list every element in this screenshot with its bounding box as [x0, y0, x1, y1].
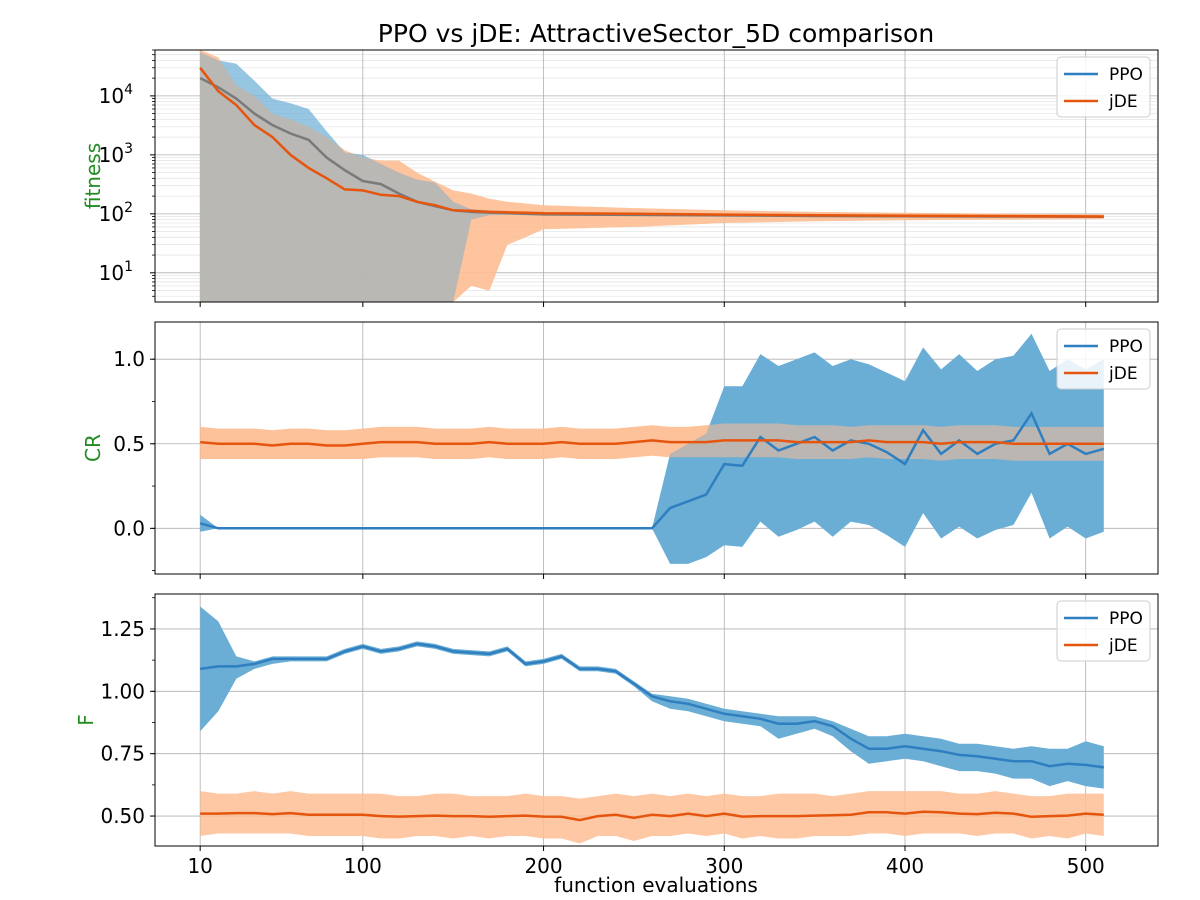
- x-tick-label: 500: [1067, 854, 1105, 878]
- y-tick-label: 0.50: [100, 804, 145, 828]
- jde-band-overlay: [200, 423, 1104, 461]
- y-tick-label: 102: [99, 200, 133, 226]
- panels-group: 101 102 103 104 fitness PPO jDE 0.0 0.5 1.0 CR PPO j…: [74, 49, 1159, 878]
- ppo-line: [199, 410, 1105, 530]
- legend: PPO jDE: [1056, 56, 1151, 118]
- axes-frame: [154, 321, 1159, 575]
- x-tick-label: 200: [524, 854, 562, 878]
- axes-frame: [154, 593, 1159, 847]
- ppo-band: [200, 52, 1104, 302]
- legend: PPO jDE: [1056, 328, 1151, 390]
- legend-label-jde: jDE: [1108, 636, 1138, 656]
- plot-area: [199, 333, 1105, 564]
- legend-label-jde: jDE: [1108, 92, 1138, 112]
- panel-f: 10 100 200 300 400 500 0.50 0.75 1.00 1.25 F PPO jDE: [74, 593, 1159, 878]
- y-tick-label: 1.25: [100, 617, 145, 641]
- y-tick-label: 101: [99, 259, 133, 285]
- legend: PPO jDE: [1056, 600, 1151, 662]
- y-axis-label: fitness: [81, 143, 105, 209]
- jde-line: [200, 439, 1104, 447]
- legend-label-ppo: PPO: [1109, 65, 1143, 85]
- y-tick-label: 103: [99, 141, 133, 167]
- ppo-line: [200, 642, 1104, 769]
- plot-area: [200, 606, 1104, 844]
- y-tick-label: 1.00: [100, 679, 145, 703]
- jde-line: [200, 810, 1104, 822]
- legend-label-jde: jDE: [1108, 364, 1138, 384]
- y-tick-label: 0.5: [113, 432, 145, 456]
- panel-cr: 0.0 0.5 1.0 CR PPO jDE: [81, 321, 1159, 579]
- jde-band: [200, 791, 1104, 844]
- jde-line: [199, 67, 1104, 218]
- legend-label-ppo: PPO: [1109, 609, 1143, 629]
- x-tick-label: 300: [705, 854, 743, 878]
- x-tick-label: 400: [886, 854, 924, 878]
- y-tick-label: 1.0: [113, 347, 145, 371]
- y-axis-label: F: [74, 714, 98, 726]
- y-tick-label: 0.75: [100, 742, 145, 766]
- panel-fitness: 101 102 103 104 fitness PPO jDE: [81, 49, 1159, 307]
- x-axis-label: function evaluations: [554, 873, 758, 897]
- plot-area: [199, 50, 1104, 302]
- y-axis-label: CR: [81, 434, 105, 462]
- x-tick-label: 10: [187, 854, 212, 878]
- ppo-band: [200, 333, 1104, 564]
- y-tick-label: 104: [99, 82, 133, 108]
- x-tick-label: 100: [344, 854, 382, 878]
- y-tick-label: 0.0: [113, 516, 145, 540]
- jde-band-overlay: [200, 50, 1104, 302]
- chart-title: PPO vs jDE: AttractiveSector_5D comparis…: [378, 19, 934, 48]
- axes-frame: [154, 49, 1159, 303]
- legend-label-ppo: PPO: [1109, 337, 1143, 357]
